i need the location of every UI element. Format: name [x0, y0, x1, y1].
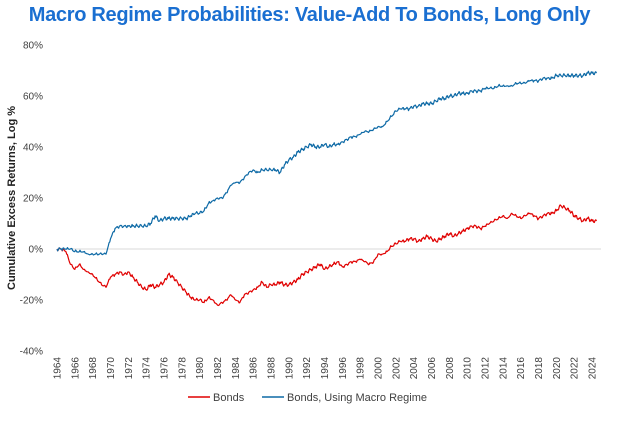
x-tick-label: 2018 [534, 357, 545, 380]
chart-title: Macro Regime Probabilities: Value-Add To… [28, 4, 591, 26]
x-tick-label: 1982 [213, 357, 224, 380]
series-line-bonds [56, 204, 598, 307]
x-tick-label: 1994 [320, 357, 331, 380]
x-tick-label: 1980 [195, 357, 206, 380]
x-tick-label: 2014 [498, 357, 509, 380]
x-tick-label: 2024 [588, 357, 599, 380]
y-axis-ticks: -40% -20% 0% 20% 40% 60% 80% [20, 41, 43, 358]
x-tick-label: 2016 [516, 357, 527, 380]
x-tick-label: 1986 [249, 357, 260, 380]
x-tick-label: 1966 [70, 357, 81, 380]
y-tick-label: 40% [23, 143, 43, 154]
x-tick-label: 1992 [302, 357, 313, 380]
y-tick-label: 60% [23, 92, 43, 103]
legend-label: Bonds, Using Macro Regime [287, 392, 427, 404]
x-tick-label: 1988 [267, 357, 278, 380]
x-tick-label: 2004 [409, 357, 420, 380]
x-tick-label: 2020 [552, 357, 563, 380]
x-tick-label: 1990 [284, 357, 295, 380]
legend: Bonds Bonds, Using Macro Regime [188, 392, 427, 404]
y-tick-label: -40% [20, 347, 43, 358]
x-tick-label: 1984 [231, 357, 242, 380]
x-tick-label: 1978 [177, 357, 188, 380]
x-tick-label: 1976 [160, 357, 171, 380]
x-tick-label: 2006 [427, 357, 438, 380]
x-tick-label: 1996 [338, 357, 349, 380]
x-tick-label: 2022 [570, 357, 581, 380]
x-axis-ticks: 1964 1966 1968 1970 1972 1974 1976 1978 1980 1982… [53, 357, 599, 380]
y-tick-label: -20% [20, 296, 43, 307]
series-lines [56, 70, 598, 307]
x-tick-label: 1968 [88, 357, 99, 380]
x-tick-label: 1972 [124, 357, 135, 380]
y-axis-label: Cumulative Excess Returns, Log % [6, 106, 18, 290]
x-tick-label: 2002 [391, 357, 402, 380]
legend-label: Bonds [213, 392, 245, 404]
y-tick-label: 0% [29, 245, 44, 256]
x-tick-label: 2012 [481, 357, 492, 380]
y-tick-label: 20% [23, 194, 43, 205]
x-tick-label: 1964 [53, 357, 64, 380]
x-tick-label: 1974 [142, 357, 153, 380]
series-line-bonds-macro-regime [56, 70, 598, 256]
y-tick-label: 80% [23, 41, 43, 52]
x-tick-label: 1998 [356, 357, 367, 380]
x-tick-label: 1970 [106, 357, 117, 380]
x-tick-label: 2000 [374, 357, 385, 380]
x-tick-label: 2008 [445, 357, 456, 380]
x-tick-label: 2010 [463, 357, 474, 380]
